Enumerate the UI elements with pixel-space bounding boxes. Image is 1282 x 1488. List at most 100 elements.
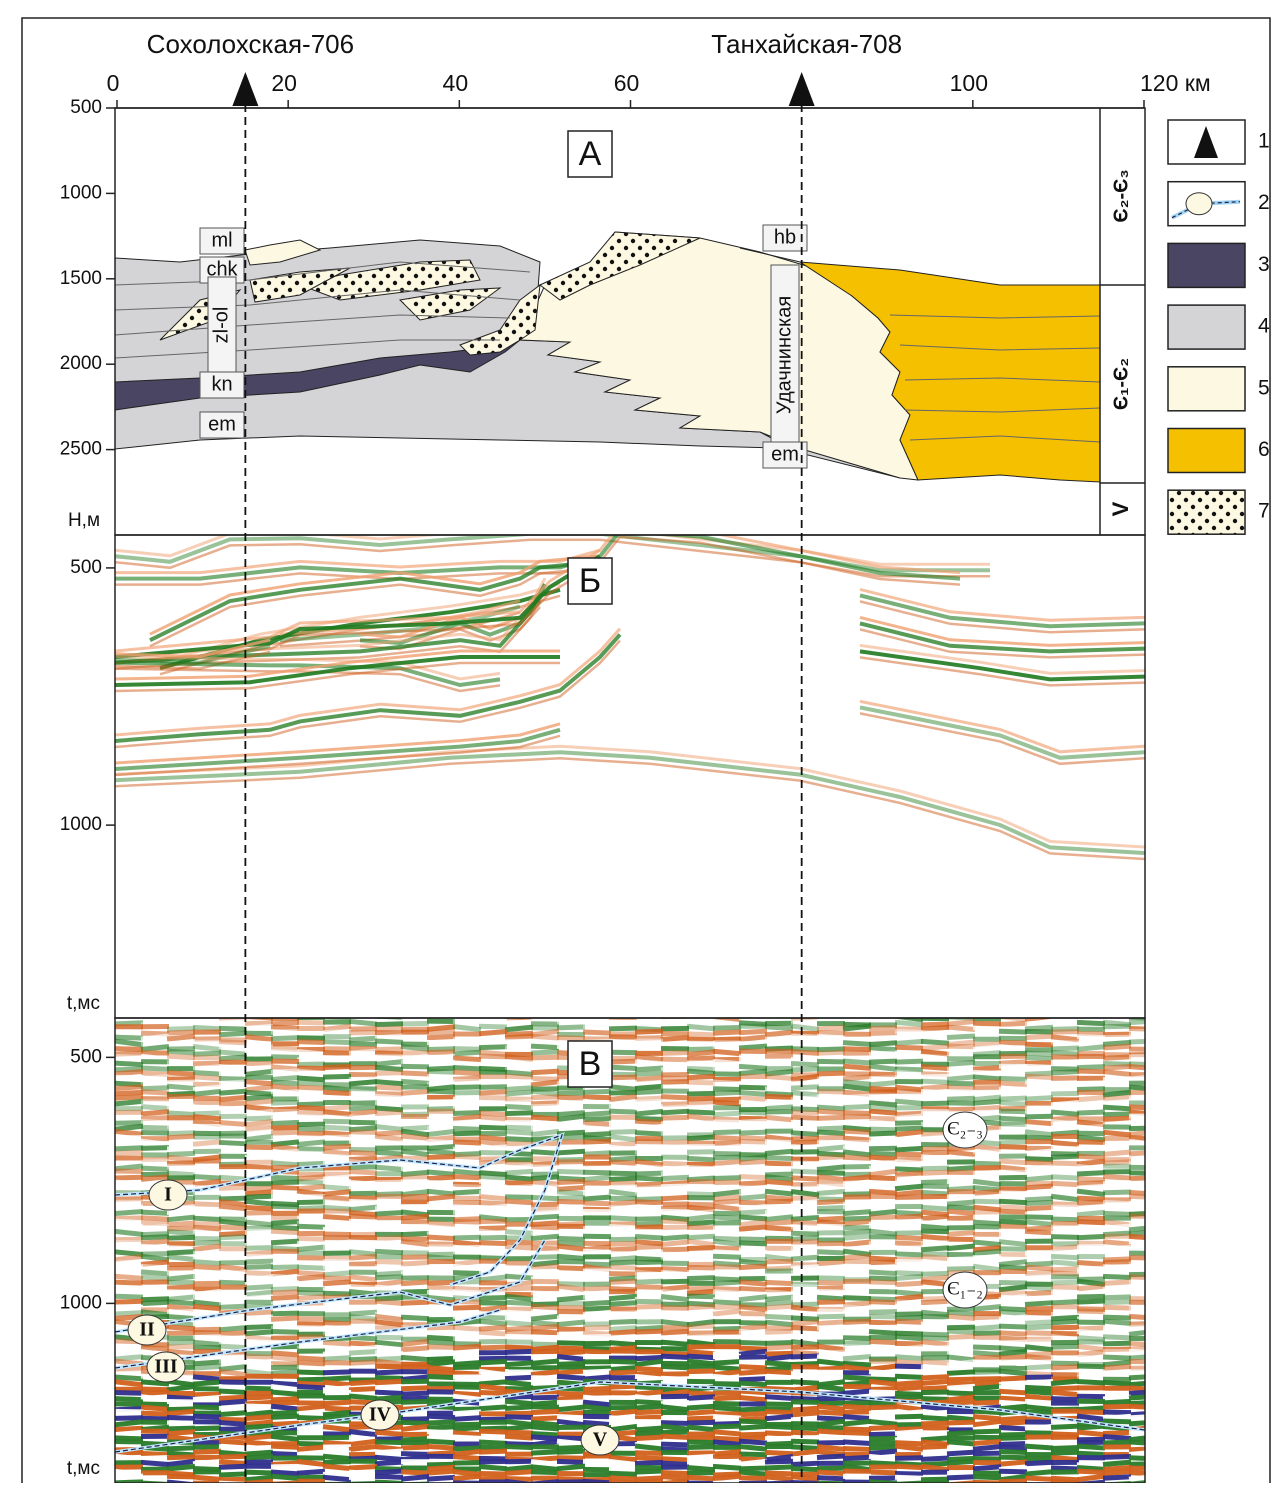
seismic-trace xyxy=(141,1407,169,1409)
seismic-trace xyxy=(817,1163,845,1164)
seismic-trace xyxy=(505,1201,533,1203)
seismic-trace xyxy=(219,1367,247,1370)
seismic-trace xyxy=(1077,1338,1105,1340)
seismic-trace xyxy=(817,1191,845,1193)
seismic-trace xyxy=(635,1211,663,1212)
seismic-trace xyxy=(895,1416,923,1417)
seismic-trace xyxy=(869,1322,897,1323)
seismic-trace xyxy=(193,1242,221,1244)
seismic-trace xyxy=(427,1367,455,1369)
seismic-trace xyxy=(895,1321,923,1322)
seismic-trace xyxy=(479,1102,507,1104)
seismic-trace xyxy=(323,1202,351,1204)
seismic-trace xyxy=(427,1032,455,1033)
seismic-trace xyxy=(713,1361,741,1363)
seismic-trace xyxy=(609,1461,637,1464)
seismic-trace xyxy=(375,1079,403,1080)
seismic-trace xyxy=(713,1028,741,1029)
seismic-trace xyxy=(661,1242,689,1245)
seismic-trace xyxy=(245,1166,273,1168)
seismic-trace xyxy=(323,1473,351,1474)
seismic-trace xyxy=(1103,1437,1131,1439)
seismic-trace xyxy=(401,1122,429,1123)
seismic-trace xyxy=(427,1272,455,1273)
seismic-trace xyxy=(999,1451,1027,1452)
seismic-trace xyxy=(375,1108,403,1110)
seismic-trace xyxy=(297,1087,325,1088)
seismic-trace xyxy=(245,1388,273,1389)
seismic-trace xyxy=(375,1347,403,1349)
seismic-trace xyxy=(323,1017,351,1018)
seismic-trace xyxy=(635,1078,663,1080)
seismic-trace xyxy=(661,1308,689,1309)
seismic-trace xyxy=(375,1053,403,1054)
seismic-trace xyxy=(687,1172,715,1174)
seismic-trace xyxy=(349,1362,377,1363)
seismic-trace xyxy=(635,1173,663,1174)
seismic-trace xyxy=(791,1477,819,1480)
seismic-trace xyxy=(635,1082,663,1084)
seismic-trace xyxy=(973,1266,1001,1270)
seismic-trace xyxy=(1025,1186,1053,1188)
seismic-trace xyxy=(999,1462,1027,1464)
seismic-trace xyxy=(583,1233,611,1234)
seismic-trace xyxy=(817,1137,845,1138)
seismic-trace xyxy=(531,1248,559,1249)
seismic-trace xyxy=(167,1232,195,1234)
seismic-trace xyxy=(349,1432,377,1435)
seismic-trace xyxy=(505,1426,533,1429)
y-tick-label: 2000 xyxy=(60,353,102,374)
seismic-trace xyxy=(895,1261,923,1262)
seismic-trace xyxy=(349,1198,377,1199)
seismic-trace xyxy=(1077,1296,1105,1297)
seismic-trace xyxy=(1103,1262,1131,1263)
seismic-trace xyxy=(479,1407,507,1409)
seismic-trace xyxy=(557,1466,585,1469)
geologic-section xyxy=(115,232,1100,482)
seismic-trace xyxy=(713,1061,741,1064)
seismic-trace xyxy=(1077,1416,1105,1419)
seismic-trace xyxy=(505,1197,533,1198)
seismic-trace xyxy=(687,1039,715,1040)
seismic-trace xyxy=(765,1233,793,1235)
seismic-trace xyxy=(921,1338,949,1339)
seismic-trace xyxy=(1051,1204,1079,1205)
seismic-trace xyxy=(427,1427,455,1428)
seismic-trace xyxy=(193,1366,221,1368)
seismic-trace xyxy=(1025,1137,1053,1138)
seismic-trace xyxy=(505,1062,533,1063)
seismic-trace xyxy=(193,1073,221,1075)
seismic-trace xyxy=(1129,1473,1157,1474)
seismic-trace xyxy=(1051,1062,1079,1063)
seismic-trace xyxy=(1051,1443,1079,1445)
seismic-trace xyxy=(817,1311,845,1312)
seismic-trace xyxy=(219,1346,247,1347)
seismic-trace xyxy=(869,1392,897,1393)
seismic-trace xyxy=(245,1442,273,1445)
seismic-trace xyxy=(401,1263,429,1265)
seismic-trace xyxy=(999,1023,1027,1024)
seismic-trace xyxy=(297,1347,325,1348)
seismic-trace xyxy=(1129,1476,1157,1479)
seismic-trace xyxy=(1129,1432,1157,1434)
seismic-trace xyxy=(869,1133,897,1134)
seismic-trace xyxy=(115,1382,143,1385)
seismic-trace xyxy=(869,1302,897,1303)
seismic-trace xyxy=(713,1168,741,1169)
seismic-trace xyxy=(921,1301,949,1303)
seismic-trace xyxy=(947,1109,975,1110)
seismic-trace xyxy=(401,1216,429,1218)
seismic-trace xyxy=(739,1083,767,1084)
seismic-trace xyxy=(141,1112,169,1114)
seismic-trace xyxy=(115,1422,143,1425)
seismic-trace xyxy=(999,1338,1027,1339)
seismic-trace xyxy=(739,1191,767,1192)
seismic-trace xyxy=(843,1421,871,1424)
seismic-trace xyxy=(1077,1071,1105,1072)
seismic-trace xyxy=(193,1211,221,1212)
seismic-trace xyxy=(375,1243,403,1244)
legend-item: 3 xyxy=(1168,243,1270,287)
seismic-trace xyxy=(557,1371,585,1373)
seismic-trace xyxy=(973,1077,1001,1079)
seismic-trace xyxy=(1103,1442,1131,1443)
